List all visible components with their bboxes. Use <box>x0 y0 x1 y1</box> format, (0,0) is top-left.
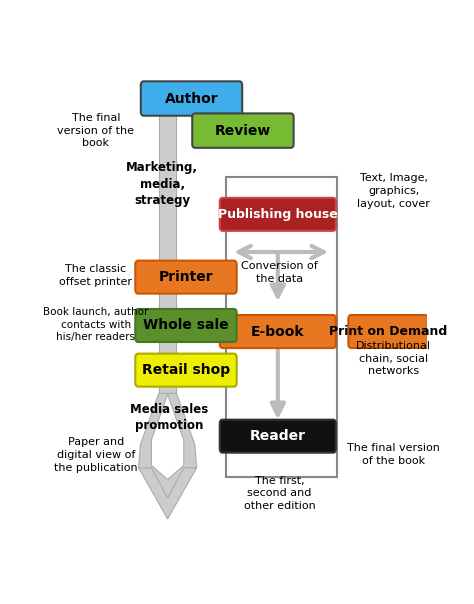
Polygon shape <box>138 467 197 519</box>
Text: Review: Review <box>215 124 271 138</box>
Text: Publishing house: Publishing house <box>218 208 337 221</box>
Text: Media sales
promotion: Media sales promotion <box>130 403 209 432</box>
FancyBboxPatch shape <box>192 114 293 148</box>
Text: The first,
second and
other edition: The first, second and other edition <box>244 475 316 511</box>
Text: The final version
of the book: The final version of the book <box>347 443 440 466</box>
Text: E-book: E-book <box>251 324 305 338</box>
Text: Reader: Reader <box>250 429 306 443</box>
FancyBboxPatch shape <box>220 198 336 231</box>
FancyBboxPatch shape <box>220 315 336 348</box>
Text: Marketing,
media,
strategy: Marketing, media, strategy <box>126 161 198 207</box>
Text: The classic
offset printer: The classic offset printer <box>59 265 133 287</box>
Text: Retail shop: Retail shop <box>142 363 230 377</box>
FancyBboxPatch shape <box>135 353 237 387</box>
Text: Conversion of
the data: Conversion of the data <box>241 261 318 284</box>
FancyBboxPatch shape <box>135 260 237 294</box>
Text: Text, Image,
graphics,
layout, cover: Text, Image, graphics, layout, cover <box>357 173 430 209</box>
Text: Distributional
chain, social
networks: Distributional chain, social networks <box>356 341 431 376</box>
Polygon shape <box>138 393 197 498</box>
Text: Printer: Printer <box>159 270 213 284</box>
Text: Whole sale: Whole sale <box>143 318 229 332</box>
Bar <box>159 108 176 393</box>
Text: Book launch, author
contacts with
his/her readers: Book launch, author contacts with his/he… <box>43 307 149 342</box>
FancyBboxPatch shape <box>348 315 428 348</box>
Bar <box>227 177 337 477</box>
Text: Author: Author <box>164 92 219 106</box>
FancyBboxPatch shape <box>220 420 336 452</box>
FancyBboxPatch shape <box>135 309 237 342</box>
Text: Print on Demand: Print on Demand <box>329 325 447 338</box>
FancyBboxPatch shape <box>141 82 242 116</box>
Text: Paper and
digital view of
the publication: Paper and digital view of the publicatio… <box>54 437 138 472</box>
Text: The final
version of the
book: The final version of the book <box>57 113 135 149</box>
